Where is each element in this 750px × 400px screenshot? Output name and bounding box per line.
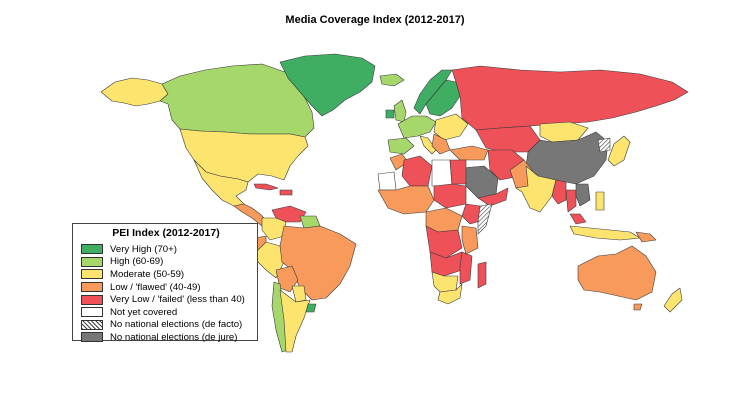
country-somalia — [477, 203, 493, 235]
country-papua-new-guinea — [635, 231, 657, 243]
legend-item: Very High (70+) — [81, 243, 251, 256]
legend-swatch — [81, 294, 103, 305]
legend-swatch — [81, 332, 103, 343]
legend-title: PEI Index (2012-2017) — [112, 227, 220, 239]
legend-item: Moderate (50-59) — [81, 268, 251, 281]
country-north-korea — [597, 137, 611, 153]
country-thailand — [565, 189, 577, 213]
legend-swatch — [81, 307, 103, 318]
country-cuba — [253, 183, 279, 191]
country-west-africa — [377, 185, 435, 215]
legend-swatch — [81, 282, 103, 293]
country-indonesia — [569, 225, 641, 241]
legend-label: Moderate (50-59) — [110, 268, 185, 280]
country-usa — [179, 128, 309, 183]
legend-swatch — [81, 319, 103, 330]
country-turkey — [449, 145, 489, 161]
legend-label: No national elections (de facto) — [110, 319, 243, 331]
country-new-zealand — [663, 287, 683, 313]
country-australia — [577, 245, 657, 301]
country-vietnam-laos — [575, 183, 591, 207]
country-myanmar — [551, 179, 567, 205]
country-malaysia — [569, 213, 587, 225]
country-iceland — [379, 73, 405, 87]
country-mozambique — [459, 251, 473, 285]
country-sudan — [433, 183, 467, 209]
country-norway — [413, 69, 453, 115]
legend-item: No national elections (de jure) — [81, 331, 251, 344]
legend-item: No national elections (de facto) — [81, 319, 251, 332]
legend-item: High (60-69) — [81, 256, 251, 269]
legend-label: High (60-69) — [110, 256, 164, 268]
legend-item: Very Low / 'failed' (less than 40) — [81, 293, 251, 306]
map-title: Media Coverage Index (2012-2017) — [285, 14, 465, 26]
country-uk — [393, 99, 407, 123]
country-japan — [607, 135, 631, 167]
country-philippines — [595, 191, 605, 211]
legend-item: Low / 'flawed' (40-49) — [81, 281, 251, 294]
legend-label: No national elections (de jure) — [110, 331, 238, 343]
legend-item: Not yet covered — [81, 306, 251, 319]
legend-rows: Very High (70+) High (60-69) Moderate (50-… — [81, 243, 251, 344]
legend-swatch — [81, 244, 103, 255]
map-legend: PEI Index (2012-2017) Very High (70+) Hig… — [72, 223, 258, 344]
country-kazakhstan — [475, 125, 541, 153]
country-haiti — [279, 189, 293, 196]
legend-swatch — [81, 256, 103, 267]
country-paraguay — [291, 285, 307, 303]
legend-label: Not yet covered — [110, 306, 178, 318]
country-western-sahara — [377, 171, 397, 191]
legend-swatch — [81, 269, 103, 280]
country-algeria — [401, 155, 433, 187]
country-italy — [419, 135, 437, 155]
country-libya — [431, 159, 453, 187]
country-western-europe — [397, 115, 437, 139]
legend-label: Very Low / 'failed' (less than 40) — [110, 294, 245, 306]
country-uruguay — [305, 303, 317, 313]
country-greenland — [279, 53, 376, 117]
country-madagascar — [477, 261, 487, 289]
country-russia — [451, 65, 689, 131]
country-brazil — [279, 225, 357, 301]
country-ireland — [385, 109, 395, 119]
country-tasmania — [633, 303, 643, 311]
country-balkans — [431, 133, 451, 155]
country-south-africa — [437, 283, 463, 305]
country-argentina — [279, 289, 311, 353]
country-india — [515, 165, 557, 213]
legend-label: Low / 'flawed' (40-49) — [110, 281, 201, 293]
country-alaska — [100, 77, 169, 107]
country-egypt — [449, 159, 467, 185]
country-east-africa — [461, 225, 479, 255]
country-spain-portugal — [387, 137, 415, 155]
country-mexico — [193, 159, 249, 207]
legend-label: Very High (70+) — [110, 243, 177, 255]
country-eastern-europe — [433, 113, 469, 141]
